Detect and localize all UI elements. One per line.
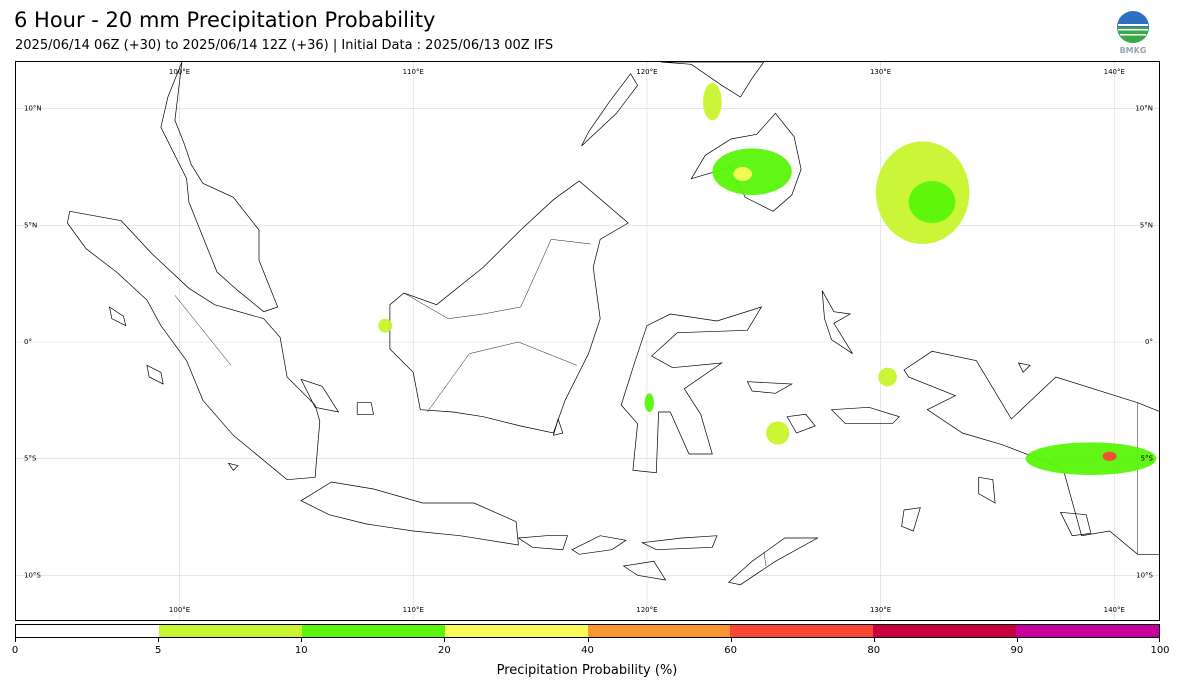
land-sumatra <box>67 210 321 481</box>
logo-text: BMKG <box>1120 46 1147 55</box>
lon-label-top: 130°E <box>870 68 891 76</box>
chart-subtitle: 2025/06/14 06Z (+30) to 2025/06/14 12Z (… <box>15 38 554 53</box>
precip-area-papua-south <box>1025 442 1157 475</box>
precip-area-papua-south-core <box>1102 451 1117 462</box>
land-kalimantan-east-islands <box>552 417 564 436</box>
lon-label-bottom: 140°E <box>1104 606 1125 614</box>
graticule <box>16 62 1159 620</box>
land-sumbawa <box>571 535 627 555</box>
precip-area-maluku <box>878 367 897 387</box>
land-malay-peninsula <box>160 62 279 313</box>
colorbar-tick-label: 40 <box>581 645 594 656</box>
border-2 <box>763 551 767 567</box>
border-0 <box>403 239 591 319</box>
precip-area-borneo-west <box>378 318 393 333</box>
lat-label-right: 5°S <box>1141 455 1154 463</box>
colorbar-tick-mark <box>873 638 875 642</box>
land-luzon-visayas <box>660 62 765 98</box>
land-sulawesi <box>620 306 763 474</box>
lat-label-right: 5°N <box>1140 221 1153 229</box>
land-lombok-bali <box>517 535 568 551</box>
lon-label-top: 140°E <box>1104 68 1125 76</box>
axis-labels: 100°E 100°E 110°E 110°E 120°E 120°E 130°E 130°E… <box>24 68 1154 614</box>
lat-label-left: 0° <box>24 338 32 346</box>
lat-label-left: 10°S <box>24 571 41 579</box>
colorbar-tick-mark <box>158 638 160 642</box>
colorbar-tick-label: 5 <box>154 645 162 656</box>
colorbar-segment <box>873 625 1017 637</box>
land-halmahera <box>821 290 853 354</box>
land-tanimbar <box>901 507 921 532</box>
land-papua <box>903 350 1159 555</box>
colorbar-tick-mark <box>15 638 16 642</box>
colorbar-segment <box>587 625 731 637</box>
chart-title: 6 Hour - 20 mm Precipitation Probability <box>14 8 436 32</box>
colorbar-tick-mark <box>1016 638 1018 642</box>
land-timor <box>727 537 819 586</box>
map-panel[interactable]: 100°E 100°E 110°E 110°E 120°E 120°E 130°E 130°E… <box>15 61 1160 621</box>
land-belitung <box>356 402 374 415</box>
land-biak <box>1017 362 1031 373</box>
land-nias <box>108 306 127 327</box>
land-palawan <box>581 73 639 147</box>
colorbar-tick-mark <box>587 638 589 642</box>
colorbar-tick-mark <box>301 638 303 642</box>
lat-label-left: 10°N <box>24 105 42 113</box>
land-aru <box>978 476 996 504</box>
lat-label-right: 10°N <box>1135 105 1153 113</box>
colorbar <box>15 624 1160 638</box>
colorbar-tick-label: 20 <box>438 645 451 656</box>
land-enggano <box>227 462 239 471</box>
lon-label-bottom: 120°E <box>636 606 657 614</box>
land-borneo <box>389 180 629 434</box>
precip-area-pacific-north-core <box>908 181 956 223</box>
precip-area-mindanao-core <box>733 167 753 181</box>
lat-label-right: 10°S <box>1136 571 1153 579</box>
precip-area-sulawesi-south <box>644 393 654 412</box>
land-java <box>300 481 519 546</box>
colorbar-segment <box>301 625 445 637</box>
land-bangka <box>300 378 340 413</box>
precip-layer <box>378 83 1157 475</box>
colorbar-tick-label: 10 <box>294 645 308 656</box>
precip-area-philippines-north <box>703 83 722 121</box>
colorbar-tick-label: 80 <box>867 645 881 656</box>
lon-label-top: 110°E <box>403 68 424 76</box>
map-canvas: 100°E 100°E 110°E 110°E 120°E 120°E 130°E 130°E… <box>16 62 1159 620</box>
colorbar-tick-label: 100 <box>1150 645 1170 656</box>
bmkg-logo: BMKG <box>1117 11 1149 55</box>
lat-label-left: 5°S <box>24 455 37 463</box>
border-4 <box>427 341 577 413</box>
colorbar-tick-mark <box>444 638 446 642</box>
land-seram <box>830 406 900 425</box>
colorbar-segment <box>16 625 159 637</box>
land-outlines <box>67 62 1159 586</box>
land-buru <box>786 413 816 434</box>
colorbar-tick-mark <box>1159 638 1160 642</box>
colorbar-tick-label: 0 <box>11 645 19 656</box>
colorbar-title: Precipitation Probability (%) <box>496 663 678 678</box>
lat-label-left: 5°N <box>24 221 37 229</box>
land-yos-sudarso <box>1059 511 1092 537</box>
border-3 <box>174 295 232 366</box>
land-siberut <box>146 364 164 385</box>
colorbar-segment <box>730 625 874 637</box>
precip-area-banda <box>766 421 790 445</box>
lon-label-top: 100°E <box>169 68 190 76</box>
lat-label-right: 0° <box>1145 338 1153 346</box>
precip-area-mindanao <box>712 148 792 195</box>
colorbar-segment <box>444 625 588 637</box>
colorbar-segment <box>158 625 302 637</box>
colorbar-tick-label: 90 <box>1010 645 1024 656</box>
land-sumba <box>622 560 667 581</box>
lon-label-bottom: 110°E <box>403 606 424 614</box>
colorbar-segment <box>1016 625 1159 637</box>
colorbar-tick-label: 60 <box>724 645 737 656</box>
land-flores <box>640 535 718 551</box>
land-obi-sula <box>746 381 794 394</box>
lon-label-bottom: 100°E <box>169 606 190 614</box>
colorbar-tick-mark <box>730 638 732 642</box>
lon-label-top: 120°E <box>636 68 657 76</box>
lon-label-bottom: 130°E <box>870 606 891 614</box>
